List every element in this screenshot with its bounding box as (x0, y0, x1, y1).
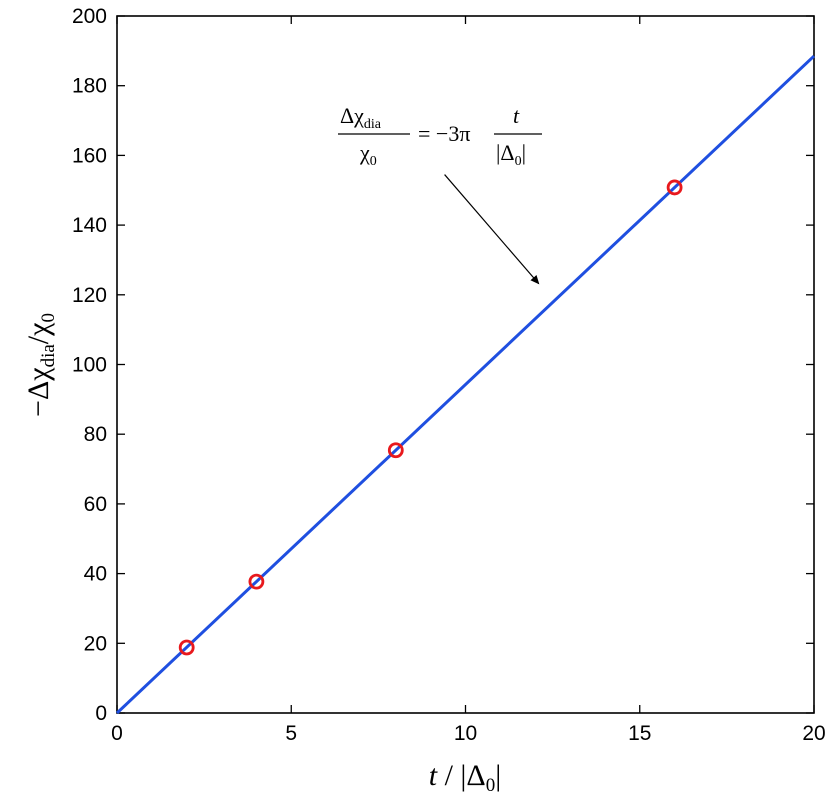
data-point (387, 442, 404, 459)
y-tick-label: 40 (84, 563, 107, 586)
y-tick-label: 20 (84, 632, 107, 655)
x-tick-label: 20 (802, 722, 825, 745)
annotation-t-denominator: |Δ0| (496, 140, 526, 169)
y-tick-label: 120 (72, 284, 107, 307)
y-tick-label: 80 (84, 423, 107, 446)
y-tick-label: 160 (72, 144, 107, 167)
annotation-t-numerator: t (513, 103, 520, 128)
annotation-numerator: Δχdia (340, 103, 382, 132)
y-tick-label: 180 (72, 75, 107, 98)
y-tick-label: 200 (72, 5, 107, 28)
fit-line (115, 54, 816, 715)
annotation-denominator: χ0 (359, 140, 377, 169)
y-tick-label: 100 (72, 354, 107, 377)
y-tick-label: 0 (95, 702, 107, 725)
series-layer (115, 54, 816, 715)
annotation: Δχdia χ0 = −3π t |Δ0| (338, 103, 542, 285)
y-tick-label: 140 (72, 214, 107, 237)
x-axis-label: t / |Δ0| (429, 759, 502, 796)
x-tick-label: 0 (111, 722, 123, 745)
x-tick-label: 15 (628, 722, 651, 745)
annotation-equals: = −3π (418, 121, 470, 146)
data-point (178, 639, 195, 656)
ticks (116, 15, 815, 714)
annotation-arrow (444, 174, 540, 285)
y-axis-label: −Δχdia/χ0 (22, 313, 59, 417)
y-tick-label: 60 (84, 493, 107, 516)
x-tick-label: 5 (285, 722, 297, 745)
x-tick-label: 10 (454, 722, 477, 745)
data-point (248, 573, 265, 590)
data-point (666, 179, 683, 196)
